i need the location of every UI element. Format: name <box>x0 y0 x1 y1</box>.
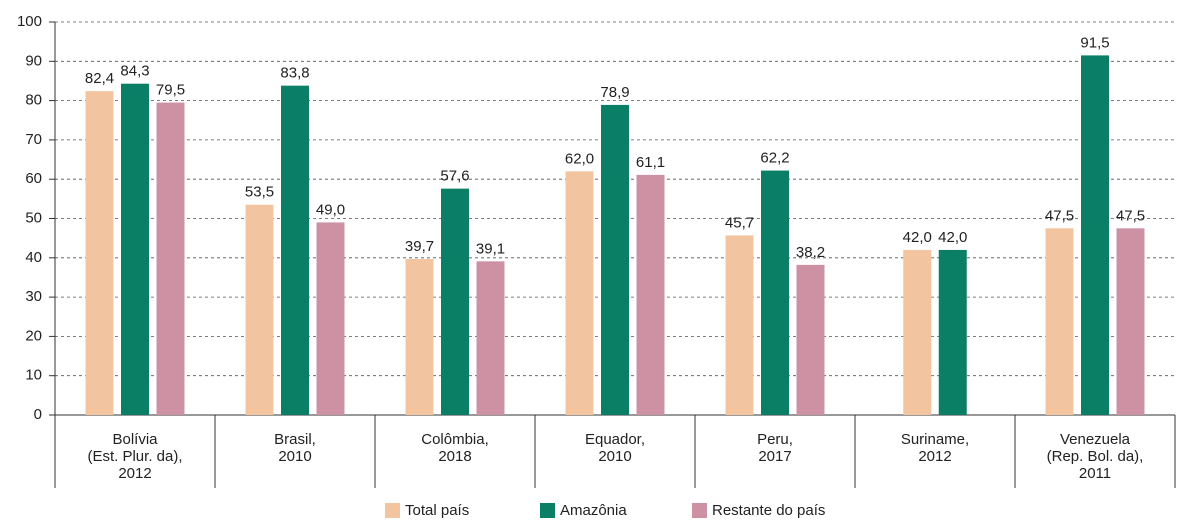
value-label: 39,1 <box>476 240 505 257</box>
y-tick-label: 0 <box>34 406 42 423</box>
value-label: 79,5 <box>156 82 185 99</box>
value-label: 45,7 <box>725 214 754 231</box>
y-tick-label: 80 <box>25 92 42 109</box>
legend-label: Restante do país <box>712 502 825 519</box>
bar <box>903 249 932 415</box>
value-label: 53,5 <box>245 184 274 201</box>
bar <box>1081 55 1109 415</box>
value-label: 83,8 <box>280 65 309 82</box>
bar <box>796 264 825 415</box>
legend-label: Amazônia <box>560 502 627 519</box>
y-tick-label: 20 <box>25 327 42 344</box>
x-tick-label-line: Bolívia <box>112 431 158 448</box>
bar <box>938 249 967 415</box>
y-tick-label: 70 <box>25 131 42 148</box>
x-tick-label-line: Peru, <box>757 431 793 448</box>
x-tick-label: Brasil, 2010 <box>274 431 316 465</box>
value-label: 47,5 <box>1116 207 1145 224</box>
x-tick-label: Peru, 2017 <box>757 431 793 465</box>
value-label: 91,5 <box>1080 34 1109 51</box>
bar <box>245 204 274 415</box>
value-label: 39,7 <box>405 238 434 255</box>
bar <box>725 235 754 415</box>
x-tick-label-line: Suriname, <box>901 431 969 448</box>
bar <box>281 85 309 415</box>
value-label: 62,0 <box>565 150 594 167</box>
value-label: 38,2 <box>796 244 825 261</box>
x-tick-label-line: 2010 <box>598 448 631 465</box>
value-label: 57,6 <box>440 168 469 185</box>
value-label: 84,3 <box>120 63 149 80</box>
legend-swatch <box>385 503 400 518</box>
legend-swatch <box>540 503 555 518</box>
bar <box>565 171 594 415</box>
y-tick-label: 10 <box>25 367 42 384</box>
x-tick-label: Equador, 2010 <box>585 431 645 465</box>
y-tick-label: 100 <box>17 13 42 30</box>
value-label: 62,2 <box>760 150 789 167</box>
x-tick-label-line: Brasil, <box>274 431 316 448</box>
value-label: 82,4 <box>85 70 114 87</box>
bar <box>636 174 665 415</box>
y-tick-label: 40 <box>25 249 42 266</box>
bar <box>316 222 345 415</box>
y-tick-label: 90 <box>25 52 42 69</box>
x-tick-label-line: 2017 <box>758 448 791 465</box>
x-tick-label: Bolívia (Est. Plur. da), 2012 <box>87 431 182 482</box>
x-tick-label-line: Equador, <box>585 431 645 448</box>
x-tick-label: Venezuela (Rep. Bol. da), 2011 <box>1047 431 1144 482</box>
x-tick-label: Suriname, 2012 <box>901 431 969 465</box>
x-tick-label: Colômbia, 2018 <box>421 431 489 465</box>
x-tick-label-line: 2010 <box>278 448 311 465</box>
value-label: 49,0 <box>316 201 345 218</box>
x-tick-label-line: 2011 <box>1079 465 1111 482</box>
bar <box>405 258 434 415</box>
legend-label: Total país <box>405 502 469 519</box>
x-tick-label-line: Venezuela <box>1060 431 1131 448</box>
x-tick-label-line: (Est. Plur. da), <box>87 448 182 465</box>
bar <box>121 83 149 416</box>
value-label: 42,0 <box>938 229 967 246</box>
x-tick-label-line: 2012 <box>118 465 151 482</box>
bar <box>156 102 185 415</box>
bar <box>761 170 789 415</box>
x-tick-label-line: 2018 <box>438 448 471 465</box>
bar <box>85 91 114 415</box>
bar <box>1045 228 1074 415</box>
bar <box>441 188 469 415</box>
x-tick-label-line: Colômbia, <box>421 431 489 448</box>
y-tick-label: 50 <box>25 209 42 226</box>
y-tick-label: 60 <box>25 170 42 187</box>
bar <box>476 261 505 415</box>
x-tick-label-line: (Rep. Bol. da), <box>1047 448 1144 465</box>
x-tick-label-line: 2012 <box>918 448 951 465</box>
value-label: 47,5 <box>1045 207 1074 224</box>
y-tick-label: 30 <box>25 288 42 305</box>
value-label: 61,1 <box>636 154 665 171</box>
value-label: 78,9 <box>600 84 629 101</box>
legend-swatch <box>692 503 707 518</box>
bar <box>601 104 629 415</box>
value-label: 42,0 <box>903 229 932 246</box>
bar <box>1116 228 1145 415</box>
